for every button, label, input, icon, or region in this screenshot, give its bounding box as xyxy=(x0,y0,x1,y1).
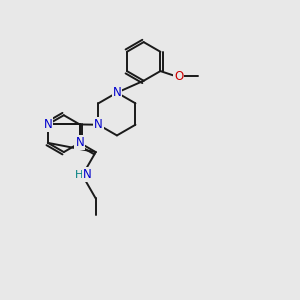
Text: O: O xyxy=(174,70,184,83)
Text: N: N xyxy=(44,118,52,131)
Text: N: N xyxy=(75,136,84,149)
Text: N: N xyxy=(112,86,121,99)
Text: N: N xyxy=(94,118,103,131)
Text: N: N xyxy=(83,168,92,181)
Text: H: H xyxy=(75,170,83,180)
